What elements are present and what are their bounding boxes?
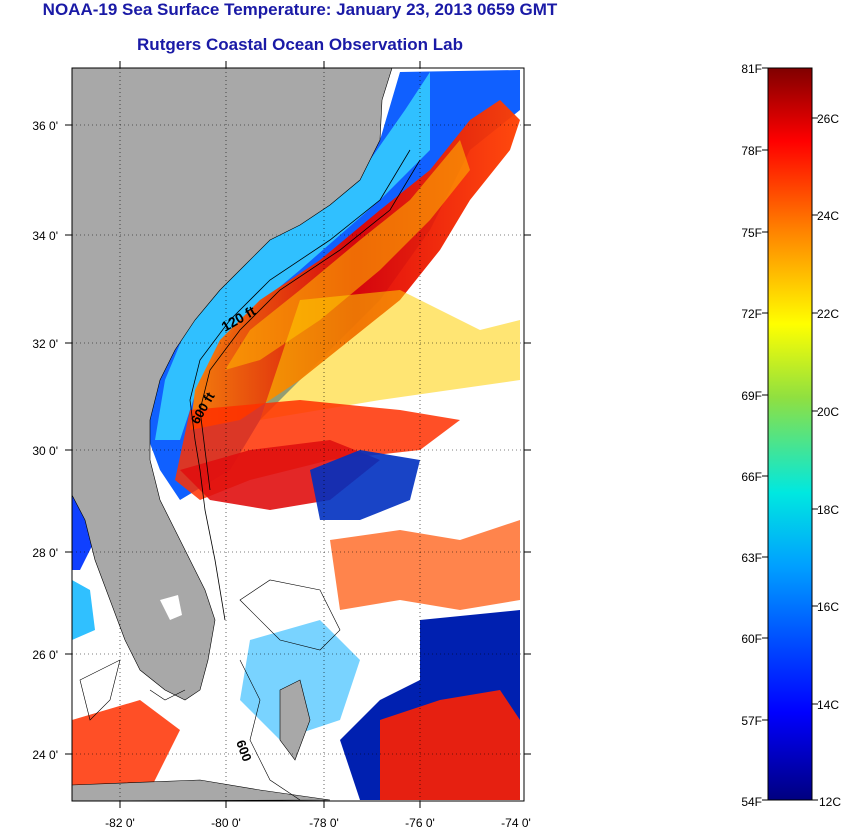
contour-600ft <box>199 159 421 491</box>
colorbar-label-c: 26C <box>817 112 839 126</box>
x-tick-label: -76 0' <box>405 816 435 830</box>
colorbar-label-c: 20C <box>817 405 839 419</box>
y-tick-label: 32 0' <box>32 337 58 351</box>
y-tick-label: 34 0' <box>32 229 58 243</box>
colorbar-label-f: 78F <box>741 144 762 158</box>
map-title: NOAA-19 Sea Surface Temperature: January… <box>42 0 558 19</box>
land-cuba <box>72 779 331 801</box>
y-tick-label: 36 0' <box>32 119 58 133</box>
land-southeast-us <box>72 68 393 701</box>
colorbar-label-c: 12C <box>819 795 841 809</box>
y-tick-label: 24 0' <box>32 748 58 762</box>
colorbar-ticks <box>762 67 818 801</box>
colorbar-label-f: 57F <box>741 714 762 728</box>
map-plot-area <box>72 68 524 801</box>
x-tick-label: -74 0' <box>501 816 531 830</box>
colorbar-label-f: 72F <box>741 307 762 321</box>
x-tick-label: -82 0' <box>105 816 135 830</box>
colorbar <box>767 67 813 801</box>
colorbar-label-f: 63F <box>741 551 762 565</box>
colorbar-label-f: 60F <box>741 632 762 646</box>
contour-120ft <box>189 149 411 621</box>
colorbar-label-c: 14C <box>817 698 839 712</box>
colorbar-label-c: 24C <box>817 209 839 223</box>
colorbar-label-f: 54F <box>741 795 762 809</box>
y-tick-label: 26 0' <box>32 648 58 662</box>
colorbar-label-c: 18C <box>817 503 839 517</box>
colorbar-label-c: 22C <box>817 307 839 321</box>
y-tick-label: 30 0' <box>32 444 58 458</box>
colorbar-label-f: 69F <box>741 389 762 403</box>
x-tick-label: -78 0' <box>309 816 339 830</box>
map-subtitle: Rutgers Coastal Ocean Observation Lab <box>137 35 463 54</box>
map-frame-border <box>71 67 525 802</box>
x-tick-label: -80 0' <box>211 816 241 830</box>
contour-label-600: 600 <box>233 738 255 764</box>
colorbar-label-f: 81F <box>741 62 762 76</box>
colorbar-label-c: 16C <box>817 600 839 614</box>
land-bahamas <box>279 679 311 761</box>
map-grid <box>72 68 524 801</box>
colorbar-label-f: 75F <box>741 226 762 240</box>
map-ticks <box>65 61 531 808</box>
colorbar-label-f: 66F <box>741 470 762 484</box>
y-tick-label: 28 0' <box>32 546 58 560</box>
